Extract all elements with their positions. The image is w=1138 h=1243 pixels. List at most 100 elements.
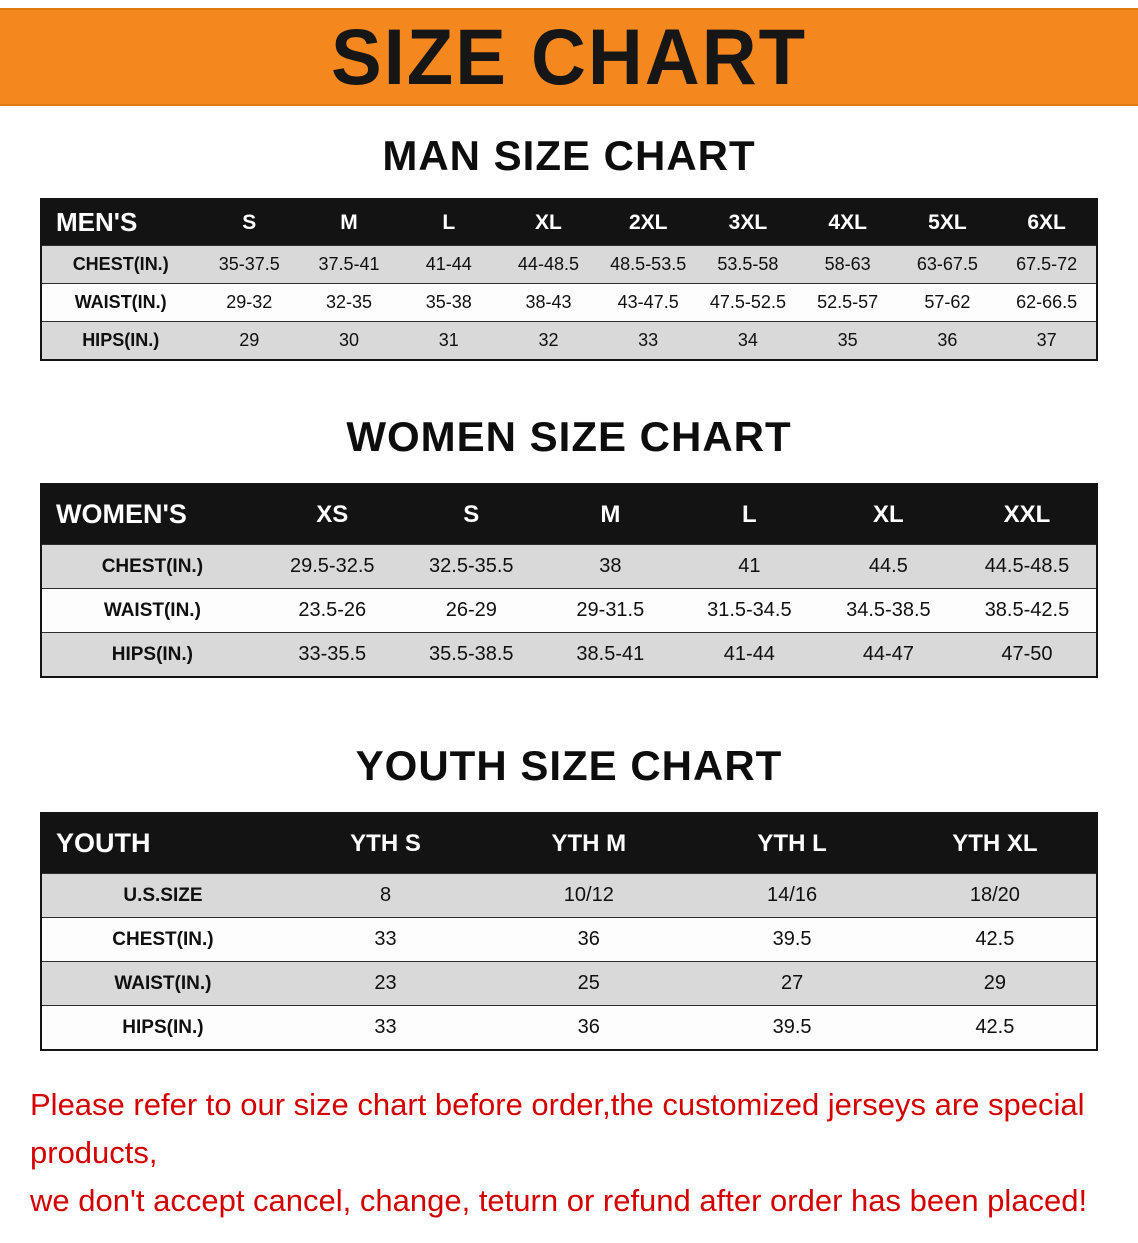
size-column-header: L bbox=[398, 199, 499, 246]
value-cell: 39.5 bbox=[690, 917, 894, 962]
value-cell: 31.5-34.5 bbox=[679, 588, 819, 633]
value-cell: 36 bbox=[487, 917, 691, 962]
row-label-cell: CHEST(IN.) bbox=[41, 544, 263, 589]
youth-size-chart-section: YOUTH SIZE CHART YOUTH YTH S YTH M YTH L YTH… bbox=[0, 742, 1138, 1051]
size-column-header: M bbox=[299, 199, 399, 246]
value-cell: 44-47 bbox=[818, 632, 958, 677]
table-label-header: MEN'S bbox=[41, 199, 200, 246]
value-cell: 29 bbox=[893, 961, 1097, 1006]
value-cell: 41-44 bbox=[398, 245, 499, 284]
value-cell: 38-43 bbox=[498, 283, 599, 322]
table-label-header: WOMEN'S bbox=[41, 484, 263, 545]
value-cell: 23.5-26 bbox=[262, 588, 402, 633]
value-cell: 58-63 bbox=[797, 245, 898, 284]
value-cell: 30 bbox=[299, 321, 399, 360]
row-label-cell: HIPS(IN.) bbox=[41, 321, 200, 360]
table-label-header: YOUTH bbox=[41, 813, 284, 874]
value-cell: 47-50 bbox=[957, 632, 1097, 677]
youth-size-chart-title: YOUTH SIZE CHART bbox=[355, 742, 783, 789]
size-column-header: XL bbox=[498, 199, 599, 246]
size-column-header: 2XL bbox=[598, 199, 699, 246]
row-label-cell: WAIST(IN.) bbox=[41, 283, 200, 322]
header-row: YOUTH YTH S YTH M YTH L YTH XL bbox=[41, 813, 1097, 874]
table-row: CHEST(IN.) 33 36 39.5 42.5 bbox=[41, 917, 1097, 962]
value-cell: 35-37.5 bbox=[199, 245, 300, 284]
value-cell: 32 bbox=[498, 321, 599, 360]
value-cell: 44.5-48.5 bbox=[957, 544, 1097, 589]
table-row: HIPS(IN.) 33 36 39.5 42.5 bbox=[41, 1005, 1097, 1050]
value-cell: 44-48.5 bbox=[498, 245, 599, 284]
row-label-cell: CHEST(IN.) bbox=[41, 917, 284, 962]
size-column-header: 5XL bbox=[897, 199, 998, 246]
value-cell: 23 bbox=[283, 961, 488, 1006]
size-column-header: YTH XL bbox=[893, 813, 1097, 874]
value-cell: 25 bbox=[487, 961, 691, 1006]
size-column-header: 4XL bbox=[797, 199, 898, 246]
value-cell: 27 bbox=[690, 961, 894, 1006]
size-column-header: L bbox=[679, 484, 819, 545]
table-row: WAIST(IN.) 23.5-26 26-29 29-31.5 31.5-34.5 34… bbox=[41, 588, 1097, 633]
man-size-chart-section: MAN SIZE CHART MEN'S S M L XL 2XL 3XL 4XL 5XL 6XL… bbox=[0, 132, 1138, 361]
size-column-header: XL bbox=[818, 484, 958, 545]
value-cell: 38.5-42.5 bbox=[957, 588, 1097, 633]
row-label-cell: HIPS(IN.) bbox=[41, 632, 263, 677]
size-chart-page: SIZE CHART MAN SIZE CHART MEN'S S M L XL 2XL 3… bbox=[0, 8, 1138, 1225]
value-cell: 34.5-38.5 bbox=[818, 588, 958, 633]
size-column-header: M bbox=[540, 484, 680, 545]
value-cell: 18/20 bbox=[893, 873, 1097, 918]
disclaimer-line-1: Please refer to our size chart before or… bbox=[30, 1087, 1085, 1171]
man-size-table: MEN'S S M L XL 2XL 3XL 4XL 5XL 6XL CHEST(IN.) 35-37… bbox=[40, 198, 1098, 361]
size-column-header: XXL bbox=[957, 484, 1097, 545]
youth-size-table: YOUTH YTH S YTH M YTH L YTH XL U.S.SIZE 8 10/12… bbox=[40, 812, 1098, 1051]
size-column-header: YTH L bbox=[690, 813, 894, 874]
table-row: CHEST(IN.) 29.5-32.5 32.5-35.5 38 41 44.5 44.5… bbox=[41, 544, 1097, 589]
value-cell: 29-32 bbox=[199, 283, 300, 322]
value-cell: 39.5 bbox=[690, 1005, 894, 1050]
value-cell: 42.5 bbox=[893, 1005, 1097, 1050]
size-column-header: YTH S bbox=[283, 813, 488, 874]
row-label-cell: HIPS(IN.) bbox=[41, 1005, 284, 1050]
women-size-chart-title: WOMEN SIZE CHART bbox=[346, 413, 792, 460]
value-cell: 38.5-41 bbox=[540, 632, 680, 677]
disclaimer-text: Please refer to our size chart before or… bbox=[30, 1081, 1110, 1225]
header-row: MEN'S S M L XL 2XL 3XL 4XL 5XL 6XL bbox=[41, 199, 1097, 246]
value-cell: 57-62 bbox=[897, 283, 998, 322]
value-cell: 53.5-58 bbox=[698, 245, 798, 284]
value-cell: 29 bbox=[199, 321, 300, 360]
size-column-header: XS bbox=[262, 484, 402, 545]
value-cell: 52.5-57 bbox=[797, 283, 898, 322]
banner-title: SIZE CHART bbox=[331, 12, 807, 102]
value-cell: 42.5 bbox=[893, 917, 1097, 962]
value-cell: 62-66.5 bbox=[997, 283, 1097, 322]
value-cell: 10/12 bbox=[487, 873, 691, 918]
value-cell: 36 bbox=[487, 1005, 691, 1050]
value-cell: 37 bbox=[997, 321, 1097, 360]
value-cell: 26-29 bbox=[401, 588, 541, 633]
value-cell: 33 bbox=[283, 1005, 488, 1050]
table-row: WAIST(IN.) 29-32 32-35 35-38 38-43 43-47.5 47.… bbox=[41, 283, 1097, 322]
table-row: CHEST(IN.) 35-37.5 37.5-41 41-44 44-48.5 48.5… bbox=[41, 245, 1097, 284]
value-cell: 41 bbox=[679, 544, 819, 589]
size-column-header: S bbox=[401, 484, 541, 545]
table-row: HIPS(IN.) 33-35.5 35.5-38.5 38.5-41 41-44 44-… bbox=[41, 632, 1097, 677]
disclaimer-line-2: we don't accept cancel, change, teturn o… bbox=[30, 1183, 1088, 1219]
row-label-cell: WAIST(IN.) bbox=[41, 961, 284, 1006]
row-label-cell: WAIST(IN.) bbox=[41, 588, 263, 633]
value-cell: 36 bbox=[897, 321, 998, 360]
row-label-cell: U.S.SIZE bbox=[41, 873, 284, 918]
value-cell: 38 bbox=[540, 544, 680, 589]
value-cell: 35.5-38.5 bbox=[401, 632, 541, 677]
value-cell: 35-38 bbox=[398, 283, 499, 322]
value-cell: 14/16 bbox=[690, 873, 894, 918]
value-cell: 29.5-32.5 bbox=[262, 544, 402, 589]
table-row: WAIST(IN.) 23 25 27 29 bbox=[41, 961, 1097, 1006]
header-row: WOMEN'S XS S M L XL XXL bbox=[41, 484, 1097, 545]
size-column-header: YTH M bbox=[487, 813, 691, 874]
value-cell: 33-35.5 bbox=[262, 632, 402, 677]
value-cell: 34 bbox=[698, 321, 798, 360]
value-cell: 29-31.5 bbox=[540, 588, 680, 633]
man-size-chart-title: MAN SIZE CHART bbox=[382, 132, 756, 179]
size-column-header: S bbox=[199, 199, 300, 246]
value-cell: 32.5-35.5 bbox=[401, 544, 541, 589]
size-column-header: 6XL bbox=[997, 199, 1097, 246]
